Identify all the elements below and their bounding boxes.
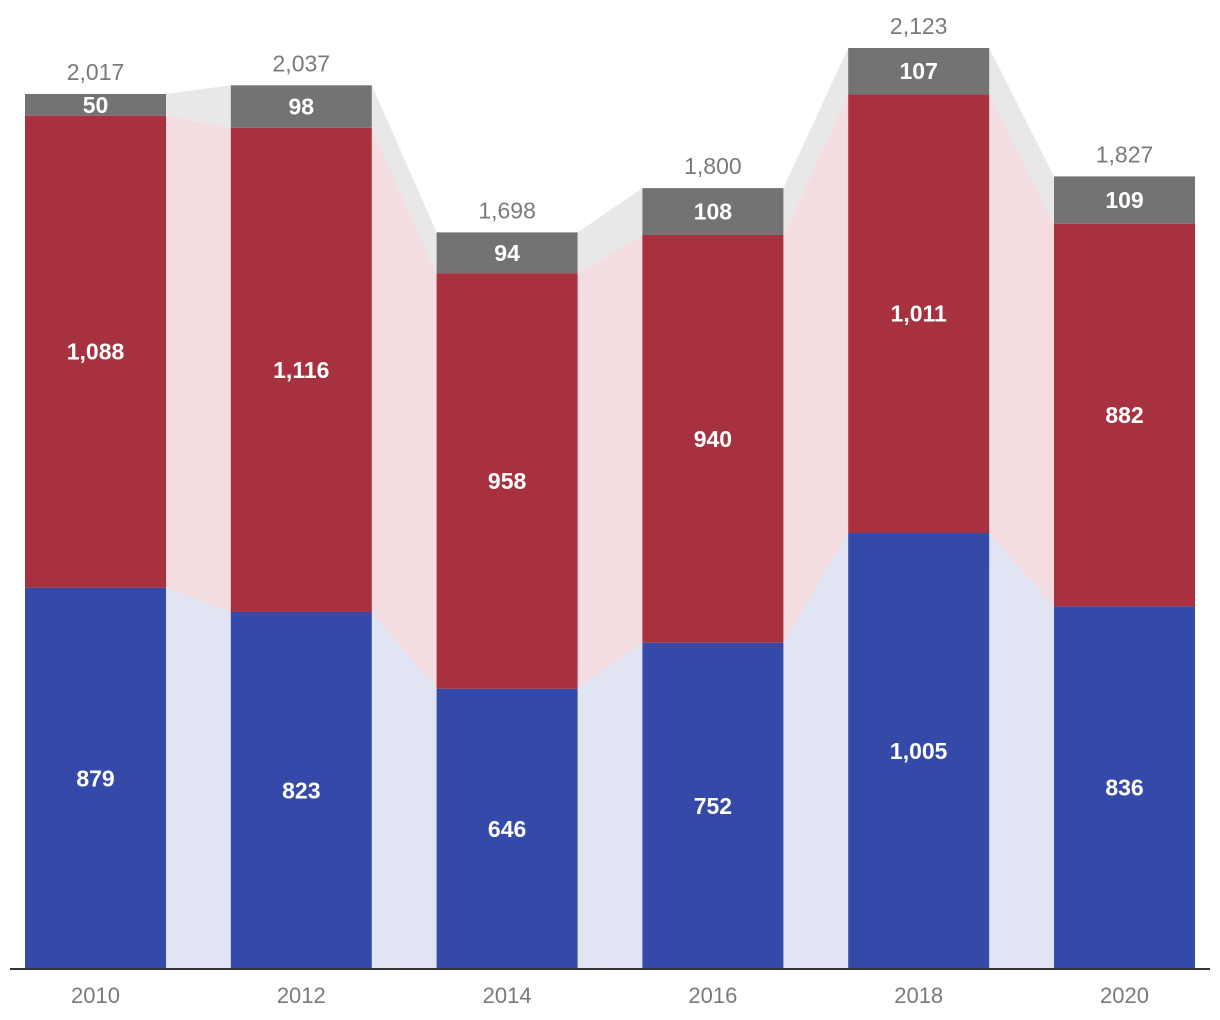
segment-value-label: 940 [694,426,732,452]
connector-band [371,127,437,689]
x-tick-label: 2012 [277,983,326,1008]
data-labels: 879 1,088 50 2,017 823 1,116 98 2,037 646 958 94 1,… [67,13,1154,842]
connector-band [371,85,437,274]
segment-value-label: 823 [282,777,320,803]
bar-segment [230,85,372,128]
bar-segment [642,188,784,235]
segment-value-label: 50 [83,92,109,118]
segment-value-label: 108 [694,199,733,225]
bar-segment [25,93,166,116]
bar-segment [848,48,990,95]
connector-band [989,533,1054,969]
segment-value-label: 107 [900,58,938,84]
segment-value-label: 752 [694,793,732,819]
bar-segment [848,533,990,969]
bar-segments [25,48,1195,969]
segment-value-label: 882 [1105,402,1143,428]
x-tick-label: 2016 [688,983,737,1008]
x-axis-ticks: 2010 2012 2014 2016 2018 2020 [71,983,1149,1008]
bar-segment [642,234,784,643]
x-tick-label: 2020 [1100,983,1149,1008]
segment-value-label: 879 [76,765,114,791]
total-value-label: 2,123 [890,13,948,39]
connector-band [989,94,1054,607]
segment-value-label: 1,116 [273,357,329,383]
connector-bands [166,48,1054,969]
connector-band [371,611,437,969]
segment-value-label: 1,011 [891,301,947,327]
bar-segment [436,688,578,969]
segment-value-label: 109 [1105,187,1143,213]
bar-segment [1054,606,1195,969]
bar-segment [230,127,372,612]
connector-band [783,533,849,969]
total-value-label: 2,037 [273,50,331,76]
bar-segment [642,642,784,969]
connector-band [577,234,643,689]
bar-segment [848,94,990,534]
segment-value-label: 94 [494,240,520,266]
x-tick-label: 2018 [894,983,943,1008]
total-value-label: 1,827 [1096,141,1154,167]
total-value-label: 1,800 [684,153,742,179]
bar-segment [1054,176,1195,224]
segment-value-label: 98 [289,94,315,120]
bar-segment [25,587,166,969]
bar-segment [436,273,578,689]
connector-band [783,48,849,235]
segment-value-label: 646 [488,816,526,842]
connector-band [989,48,1054,224]
total-value-label: 2,017 [67,59,125,85]
bar-segment [436,232,578,274]
bar-segment [1054,223,1195,607]
bar-segment [230,611,372,969]
connector-band [166,115,231,612]
x-tick-label: 2014 [483,983,532,1008]
connector-band [166,85,231,128]
x-tick-label: 2010 [71,983,120,1008]
total-value-label: 1,698 [478,197,536,223]
bar-segment [25,115,166,588]
connector-band [783,94,849,643]
segment-value-label: 1,088 [67,339,125,365]
segment-value-label: 836 [1105,775,1143,801]
connector-band [577,188,643,274]
connector-band [166,587,231,969]
connector-band [577,642,643,969]
segment-value-label: 1,005 [890,738,948,764]
segment-value-label: 958 [488,468,527,494]
